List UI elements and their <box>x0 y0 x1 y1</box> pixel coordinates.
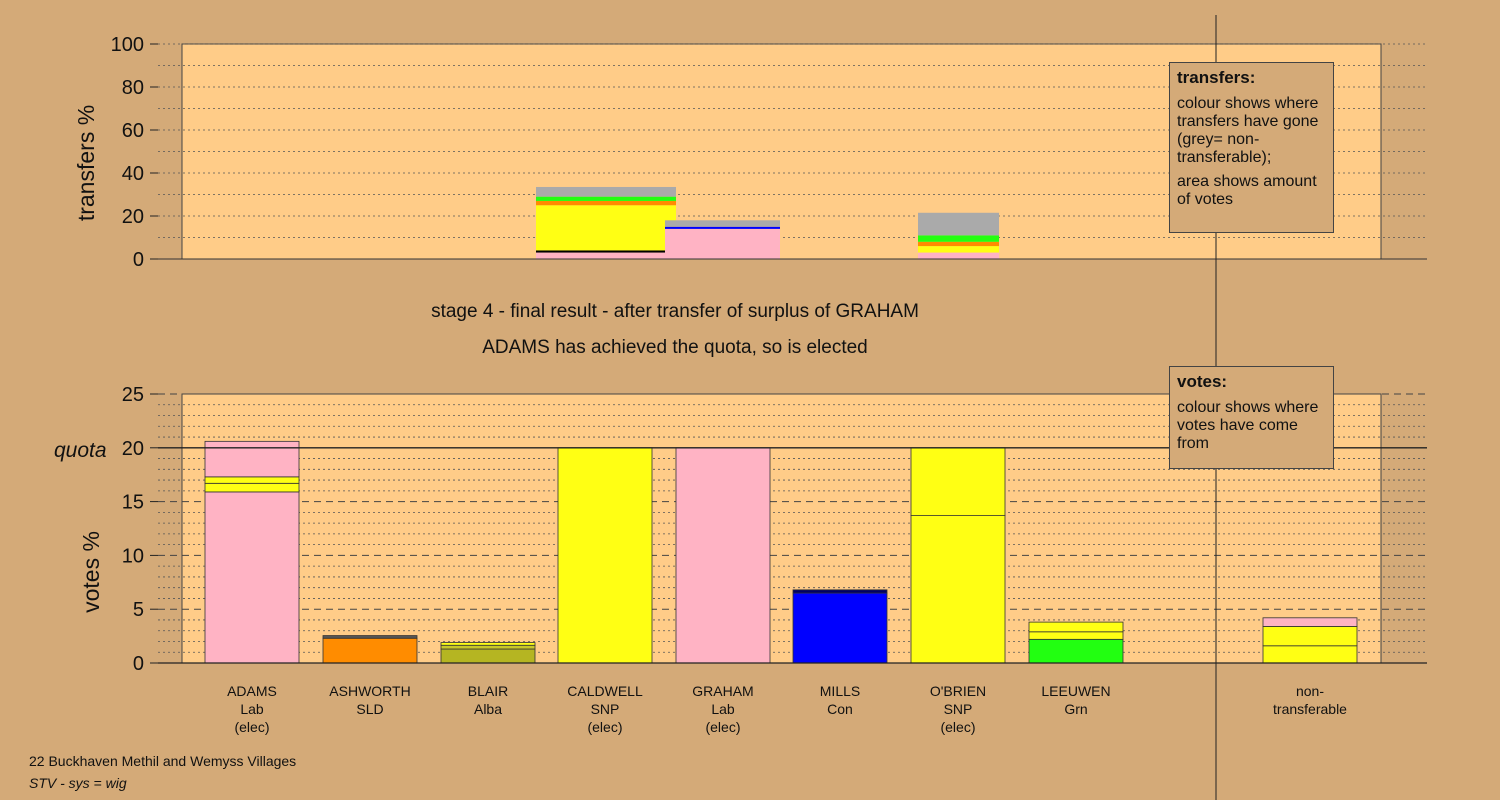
stage-result: ADAMS has achieved the quota, so is elec… <box>482 337 868 358</box>
transfers-tick-label: 0 <box>133 249 144 271</box>
transfer-segment <box>918 241 999 247</box>
transfers-legend: transfers: colour shows where transfers … <box>1169 62 1334 233</box>
votes-tick-label: 25 <box>122 384 144 406</box>
vote-bar <box>322 635 418 664</box>
votes-tick-label: 10 <box>122 545 144 567</box>
vote-segment <box>1262 645 1358 664</box>
vote-segment <box>910 515 1006 664</box>
vote-bar <box>440 642 536 664</box>
transfer-segment <box>665 226 780 229</box>
vote-segment <box>204 491 300 664</box>
vote-bar <box>1028 621 1124 664</box>
vote-segment <box>322 635 418 639</box>
transfers-axis-label: transfers % <box>73 105 99 221</box>
transfers-tick-label: 60 <box>122 120 144 142</box>
transfers-tick-label: 80 <box>122 77 144 99</box>
transfer-segment <box>536 186 676 197</box>
candidate-name-label: CALDWELL <box>567 683 643 699</box>
candidate-name-label: non- <box>1296 683 1324 699</box>
vote-segment <box>204 482 300 493</box>
votes-tick-label: 0 <box>133 653 144 675</box>
candidate-party-label: Lab <box>711 701 735 717</box>
candidate-name-label: MILLS <box>820 683 860 699</box>
vote-segment <box>1028 638 1124 664</box>
ward-name: 22 Buckhaven Methil and Wemyss Villages <box>29 753 297 769</box>
transfer-segment <box>918 212 999 236</box>
votes-legend-title: votes: <box>1177 372 1228 391</box>
transfers-legend-title: transfers: <box>1177 68 1256 87</box>
transfer-segment <box>918 246 999 253</box>
transfer-segment <box>536 252 676 259</box>
vote-bar <box>910 447 1006 664</box>
candidate-status-label: (elec) <box>587 719 622 735</box>
vote-segment <box>440 648 536 664</box>
vote-segment <box>557 447 653 664</box>
candidate-party-label: Lab <box>240 701 264 717</box>
candidate-name-label: O'BRIEN <box>930 683 986 699</box>
candidate-party-label: SLD <box>356 701 383 717</box>
vote-segment <box>322 637 418 664</box>
vote-segment <box>1028 621 1124 633</box>
transfers-tick-label: 100 <box>111 34 144 56</box>
vote-segment <box>204 476 300 484</box>
candidate-name-label: LEEUWEN <box>1041 683 1110 699</box>
system-note: STV - sys = wig <box>29 775 127 791</box>
votes-legend-text1: colour shows where votes have come from <box>1177 399 1319 452</box>
candidate-party-label: Alba <box>474 701 502 717</box>
vote-segment <box>440 644 536 650</box>
stage-title: stage 4 - final result - after transfer … <box>431 301 919 322</box>
candidate-party-label: Con <box>827 701 853 717</box>
transfer-segment <box>918 252 999 259</box>
vote-bar <box>792 589 888 664</box>
candidate-party-label: SNP <box>944 701 973 717</box>
votes-axis-label: votes % <box>78 531 104 613</box>
vote-segment <box>792 592 888 664</box>
vote-segment <box>675 447 771 664</box>
transfer-segment <box>665 220 780 227</box>
transfer-segment <box>536 205 676 251</box>
vote-segment <box>910 447 1006 516</box>
votes-legend: votes: colour shows where votes have com… <box>1169 366 1334 469</box>
vote-bar <box>1262 617 1358 664</box>
candidate-name-label: BLAIR <box>468 683 508 699</box>
votes-tick-label: 15 <box>122 492 144 514</box>
candidate-name-label: GRAHAM <box>692 683 753 699</box>
candidate-name-label: ASHWORTH <box>329 683 410 699</box>
candidate-party-label: SNP <box>591 701 620 717</box>
transfer-segment <box>536 250 676 253</box>
transfer-segment <box>665 228 780 259</box>
candidate-status-label: (elec) <box>940 719 975 735</box>
transfers-legend-text1: colour shows where transfers have gone (… <box>1177 95 1319 166</box>
vote-segment <box>1262 617 1358 627</box>
vote-segment <box>1028 631 1124 640</box>
transfer-segment <box>536 196 676 201</box>
candidate-party-label: transferable <box>1273 701 1347 717</box>
transfers-tick-label: 20 <box>122 206 144 228</box>
vote-segment <box>440 642 536 646</box>
vote-bar <box>675 447 771 664</box>
candidate-name-label: ADAMS <box>227 683 277 699</box>
transfers-tick-label: 40 <box>122 163 144 185</box>
candidate-status-label: (elec) <box>234 719 269 735</box>
transfer-segment <box>536 200 676 206</box>
votes-tick-label: 5 <box>133 599 144 621</box>
vote-segment <box>1262 626 1358 647</box>
transfers-legend-text2: area shows amount of votes <box>1177 173 1317 208</box>
vote-bar <box>557 447 653 664</box>
votes-tick-label: 20 <box>122 438 144 460</box>
candidate-party-label: Grn <box>1064 701 1087 717</box>
vote-bar <box>204 440 300 664</box>
transfer-segment <box>918 235 999 242</box>
quota-label: quota <box>54 439 107 462</box>
candidate-status-label: (elec) <box>705 719 740 735</box>
vote-segment <box>204 440 300 478</box>
vote-segment <box>792 589 888 594</box>
